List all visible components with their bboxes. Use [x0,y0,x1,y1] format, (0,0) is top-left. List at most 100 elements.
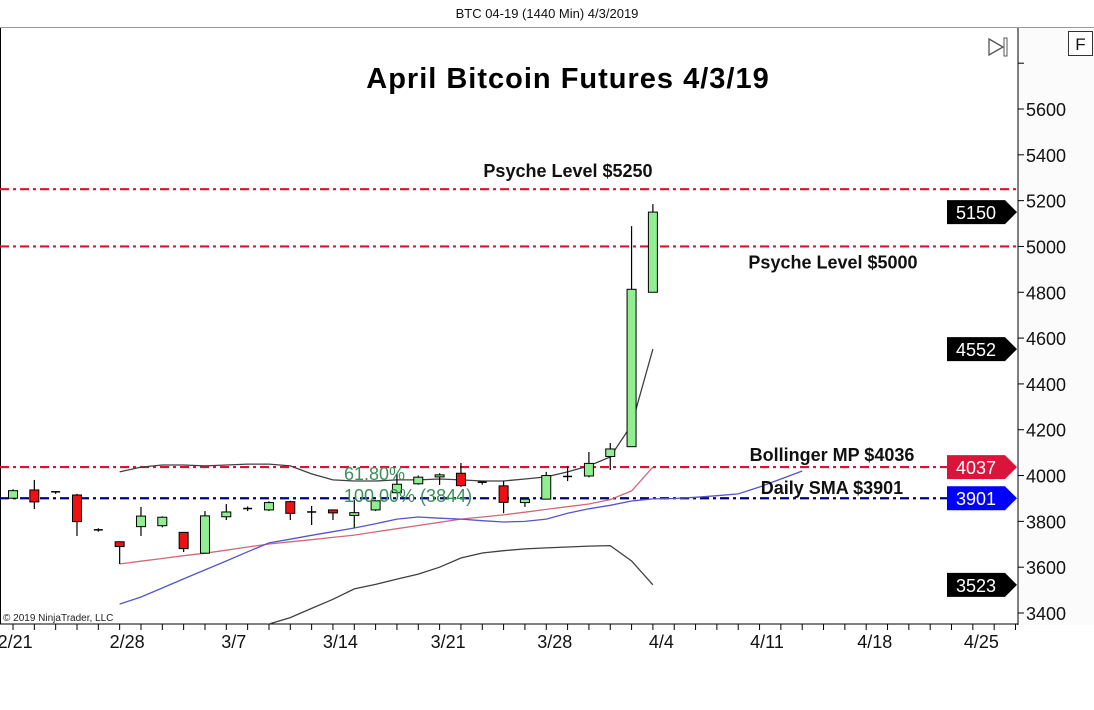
y-tick-label: 3600 [1026,558,1066,578]
level-lines [0,188,1018,500]
candle [455,462,466,487]
candle-body [29,489,40,503]
candle [434,473,445,485]
candle-body [541,475,552,500]
candle [71,493,82,537]
candle [307,506,317,526]
candle [626,226,637,448]
candles [8,204,658,564]
candle [243,506,253,512]
candle [541,471,552,500]
candle-body [199,515,210,554]
candle-body [114,541,125,548]
candle [647,204,658,293]
candle-body [178,531,189,550]
candle-body [626,288,637,448]
price-axis-background [1018,28,1094,625]
price-tag-text: 4037 [956,458,996,478]
candle-body [8,490,18,499]
y-tick-label: 5400 [1026,146,1066,166]
price-tag-shape [947,486,1017,511]
upper-band-line [119,348,654,482]
x-tick-label: 4/18 [857,632,892,652]
f-button-label: F [1075,35,1085,54]
candle [263,501,274,512]
x-tick-label: 4/11 [750,632,784,652]
x-tick-label: 4/25 [964,632,999,652]
price-tag-shape [947,200,1017,225]
y-tick-label: 3800 [1026,512,1066,532]
candle-body [135,515,146,528]
candle [477,481,487,485]
candle-body [413,476,424,485]
candle [349,500,360,528]
candle [605,443,616,471]
candle [327,509,338,520]
fib-label: 100.00% (3844) 61.80% [344,464,472,506]
candle-body [519,498,530,504]
price-tag: 4037 [947,455,1017,480]
x-tick-label: 3/28 [537,632,572,652]
candle-body [455,472,466,487]
candle [114,541,125,564]
x-tick-label: 4/4 [649,632,674,652]
y-tick-label: 4400 [1026,375,1066,395]
price-tag-text: 5150 [956,203,996,223]
candle-body [327,509,338,514]
price-value-tags: 5150 4552 4037 3901 3523 [947,200,1017,597]
candle [29,479,40,509]
candle [199,511,210,554]
chart-title: April Bitcoin Futures 4/3/19 [366,63,769,95]
scroll-to-end-button[interactable] [988,37,1008,57]
candle-body [647,211,658,293]
price-tag-text: 3901 [956,489,996,509]
candle [51,491,61,494]
sma-line [119,470,803,605]
candle [221,503,232,520]
y-tick-label: 4800 [1026,283,1066,303]
candle [563,465,573,482]
y-tick-label: 5200 [1026,192,1066,212]
fib-label-primary: 100.00% (3844) [344,486,472,506]
fib-label-secondary: 61.80% [344,464,405,484]
price-tag-text: 4552 [956,340,996,360]
candle-body [434,474,445,478]
candle [135,506,146,537]
time-axis: 2/21 2/28 3/7 3/14 3/21 3/28 4/4 4/11 4/18 4/25 [0,624,1017,652]
y-tick-label: 5600 [1026,100,1066,120]
candle [519,498,530,507]
level-label: Psyche Level $5000 [748,252,917,272]
x-tick-label: 3/21 [431,632,466,652]
x-tick-label: 2/21 [0,632,33,652]
x-tick-label: 2/28 [110,632,145,652]
price-tag-shape [947,455,1017,480]
candle-body [583,462,594,477]
candle-body [221,511,232,518]
candle [178,531,189,553]
lower-band-line [266,544,654,624]
y-tick-label: 5000 [1026,237,1066,257]
candle-body [391,483,402,494]
candle-body [263,502,274,511]
candle-body [370,500,381,511]
price-tag-shape [947,337,1017,362]
candle [413,475,424,485]
skip-to-end-icon [988,37,1005,57]
candle [285,500,296,520]
y-tick-label: 4200 [1026,421,1066,441]
f-button[interactable]: F [1068,31,1093,56]
candle [157,516,168,528]
candle [93,528,103,532]
skip-to-end-bar-icon [1003,37,1008,57]
candle [583,451,594,478]
x-tick-label: 3/14 [323,632,358,652]
copyright-text: © 2019 NinjaTrader, LLC [3,613,113,624]
candle-body [157,516,168,527]
candle-body [285,501,296,514]
candle [391,473,402,494]
y-tick-label: 4000 [1026,467,1066,487]
price-tag: 3901 [947,486,1017,511]
level-label: Psyche Level $5250 [483,161,652,181]
level-annotations: Psyche Level $5250 Psyche Level $5000 Boll… [483,161,917,498]
